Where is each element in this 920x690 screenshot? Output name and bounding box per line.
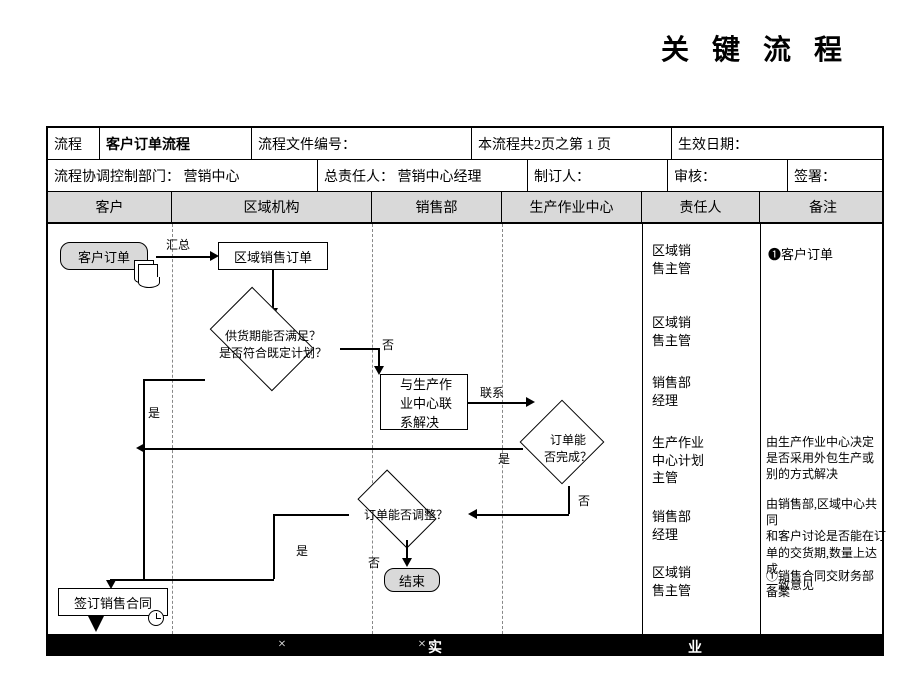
node-contact-production: 与生产作 业中心联 系解决 xyxy=(380,374,468,430)
swimlane-body: 客户订单 汇总 区域销售订单 供货期能否满足？ 是否符合既定计划？ 否 与生产作… xyxy=(48,224,882,634)
edge-d3-yes-h xyxy=(273,514,349,516)
hdr1-doc-no: 流程文件编号： xyxy=(252,128,472,159)
lane-divider-1 xyxy=(172,224,173,634)
edge-d1-no-h xyxy=(340,348,378,350)
lane-divider-3 xyxy=(502,224,503,634)
hdr2-dept-value: 营销中心 xyxy=(184,166,240,186)
edge-merge-h xyxy=(110,579,144,581)
col-region: 区域机构 xyxy=(172,192,372,222)
edge-d3-no-v xyxy=(406,540,408,560)
resp-4: 生产作业 中心计划 主管 xyxy=(652,434,704,487)
lane-divider-2 xyxy=(372,224,373,634)
edge-1 xyxy=(156,256,212,258)
edge-d1-no-label: 否 xyxy=(382,336,394,353)
footer-x1: × xyxy=(278,637,286,653)
edge-d2-no-h xyxy=(476,514,569,516)
lane-divider-4 xyxy=(642,224,643,634)
hdr1-page-info: 本流程共2页之第 1 页 xyxy=(472,128,672,159)
hdr1-process-name: 客户订单流程 xyxy=(100,128,252,159)
hdr2-dept-label: 流程协调控制部门： xyxy=(54,166,180,186)
edge-d3-no-label: 否 xyxy=(368,554,380,571)
edge-d1-no-v xyxy=(378,348,380,368)
edge-d2-yes-h xyxy=(143,448,523,450)
down-arrow-icon xyxy=(88,616,104,632)
note-4: ①销售合同交财务部 备案 xyxy=(766,568,884,600)
hdr1-process-label: 流程 xyxy=(48,128,100,159)
edge-d2-yes-label: 是 xyxy=(498,450,510,467)
edge-d3-yes-v xyxy=(273,514,275,579)
edge-d3-yes-label: 是 xyxy=(296,542,308,559)
resp-1: 区域销 售主管 xyxy=(652,242,691,277)
process-frame: 流程 客户订单流程 流程文件编号： 本流程共2页之第 1 页 生效日期： 流程协… xyxy=(46,126,884,656)
resp-3: 销售部 经理 xyxy=(652,374,691,409)
footer-x2: × xyxy=(418,637,426,653)
col-sales: 销售部 xyxy=(372,192,502,222)
node-end: 结束 xyxy=(384,568,440,592)
hdr2-owner-label: 总责任人： xyxy=(324,166,394,186)
edge-1-label: 汇总 xyxy=(166,236,190,253)
edge-2 xyxy=(272,270,274,310)
edge-contact-label: 联系 xyxy=(480,384,504,401)
footer-t2: 业 xyxy=(688,637,702,657)
header-row-1: 流程 客户订单流程 流程文件编号： 本流程共2页之第 1 页 生效日期： xyxy=(48,128,882,160)
hdr2-dept: 流程协调控制部门： 营销中心 xyxy=(48,160,318,191)
edge-contact-head xyxy=(526,397,535,407)
edge-d2-no-label: 否 xyxy=(578,492,590,509)
hdr2-sign: 签署： xyxy=(788,160,886,191)
col-notes: 备注 xyxy=(760,192,886,222)
hdr2-owner-value: 营销中心经理 xyxy=(398,166,482,186)
resp-5: 销售部 经理 xyxy=(652,508,691,543)
footer-bar: × × 实 业 xyxy=(48,634,882,654)
note-2: 由生产作业中心决定 是否采用外包生产或 别的方式解决 xyxy=(766,434,884,483)
lane-divider-5 xyxy=(760,224,761,634)
header-row-2: 流程协调控制部门： 营销中心 总责任人： 营销中心经理 制订人： 审核： 签署： xyxy=(48,160,882,192)
edge-d1-yes-label: 是 xyxy=(148,404,160,421)
edge-d3-no-head xyxy=(402,558,412,567)
edge-d2-no-head xyxy=(468,509,477,519)
hdr1-date: 生效日期： xyxy=(672,128,886,159)
page-title: 关 键 流 程 xyxy=(661,28,850,68)
col-responsible: 责任人 xyxy=(642,192,760,222)
hdr2-owner: 总责任人： 营销中心经理 xyxy=(318,160,528,191)
note-1: ❶客户订单 xyxy=(768,246,833,264)
col-customer: 客户 xyxy=(48,192,172,222)
edge-d1-yes-v xyxy=(143,379,145,579)
column-headers: 客户 区域机构 销售部 生产作业中心 责任人 备注 xyxy=(48,192,882,224)
edge-d2-no-v xyxy=(568,486,570,514)
edge-d1-yes-h xyxy=(143,379,205,381)
hdr2-review: 审核： xyxy=(668,160,788,191)
document-stack-icon-2 xyxy=(138,264,158,282)
col-production: 生产作业中心 xyxy=(502,192,642,222)
edge-contact xyxy=(468,402,528,404)
footer-t1: 实 xyxy=(428,637,442,657)
hdr2-author: 制订人： xyxy=(528,160,668,191)
resp-6: 区域销 售主管 xyxy=(652,564,691,599)
clock-icon xyxy=(148,610,164,626)
node-region-order: 区域销售订单 xyxy=(218,242,328,270)
resp-2: 区域销 售主管 xyxy=(652,314,691,349)
edge-d3-yes-h2 xyxy=(143,579,274,581)
